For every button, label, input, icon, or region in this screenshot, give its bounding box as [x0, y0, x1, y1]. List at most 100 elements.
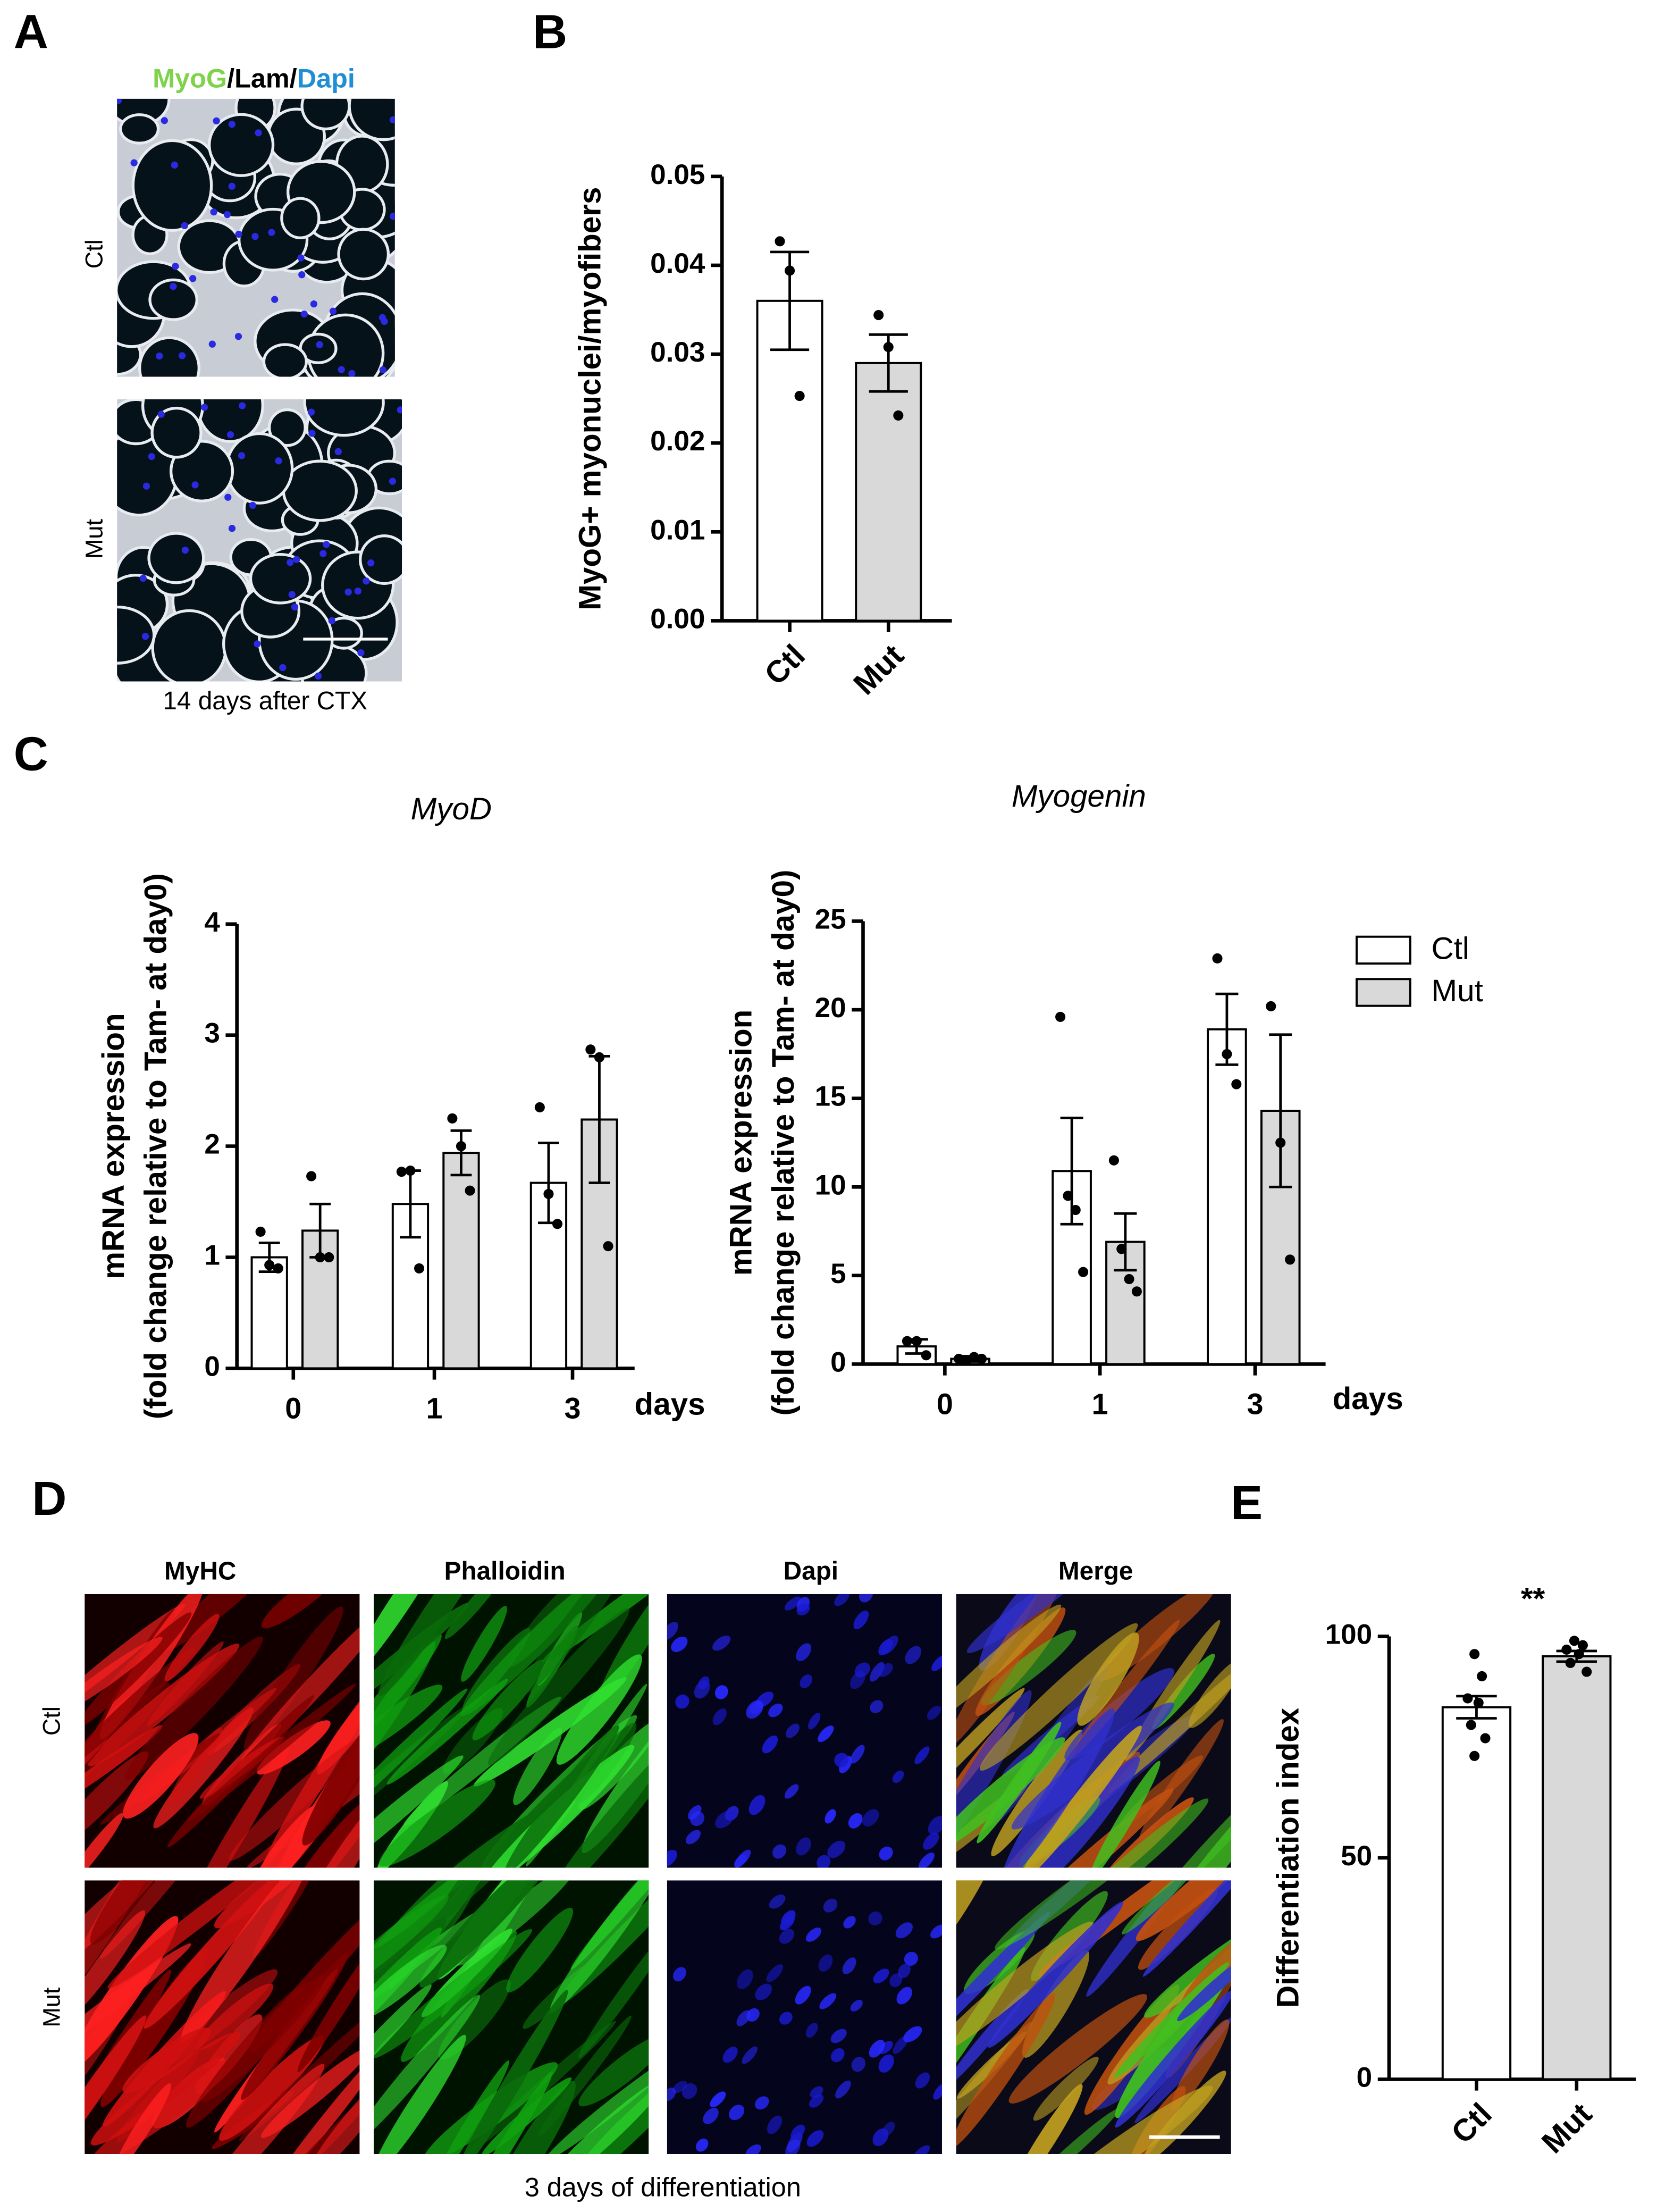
cell	[956, 1921, 1094, 2058]
micrograph	[373, 1594, 649, 1868]
cell	[373, 1945, 447, 2020]
cell	[772, 1844, 787, 1859]
y-tick-label: 50	[1341, 1840, 1372, 1872]
panel-label: E	[1231, 1476, 1263, 1530]
cell	[931, 1654, 943, 1671]
cell	[373, 1895, 449, 2000]
myofiber	[151, 609, 228, 682]
data-point	[873, 309, 884, 321]
data-point	[1063, 1191, 1073, 1201]
cell	[85, 1637, 163, 1717]
data-point	[1480, 1733, 1491, 1744]
cell	[419, 1880, 560, 1988]
data-point	[1055, 1011, 1066, 1022]
cell	[930, 1924, 943, 1939]
nucleus	[334, 448, 342, 456]
bar	[855, 362, 922, 622]
micrograph	[956, 1594, 1231, 1868]
cell	[187, 1683, 356, 1822]
cell	[1139, 1719, 1224, 1841]
cell	[219, 2035, 325, 2141]
cell	[927, 1705, 941, 1720]
nucleus	[310, 300, 318, 308]
y-tick-label: 0	[1357, 2062, 1373, 2093]
cell	[796, 1837, 811, 1856]
cell	[784, 1784, 799, 1799]
data-point	[1231, 1079, 1242, 1090]
data-point	[543, 1188, 554, 1199]
micrograph	[85, 1880, 360, 2155]
micrograph	[956, 1880, 1231, 2155]
nucleus	[316, 341, 323, 348]
cell	[452, 2071, 553, 2155]
y-tick-label: 0.05	[650, 159, 705, 190]
data-point	[552, 1219, 563, 1229]
cell	[748, 1795, 766, 1815]
nucleus	[224, 493, 232, 501]
cell	[261, 1594, 343, 1629]
cell	[785, 2139, 801, 2155]
error-bar	[1114, 1212, 1137, 1272]
cell	[806, 2130, 824, 2147]
nucleus	[228, 182, 235, 190]
nucleus	[156, 352, 163, 360]
nucleus	[329, 307, 337, 315]
cell	[790, 2124, 805, 2140]
x-tick-label: Mut	[847, 638, 910, 701]
cell	[454, 1990, 568, 2155]
nucleus	[378, 314, 386, 321]
cell	[513, 1728, 562, 1805]
cell	[1142, 1880, 1231, 1977]
column-label: Dapi	[784, 1557, 838, 1586]
cell	[746, 2008, 760, 2022]
y-axis-label: (fold change relative to Tam- at day0)	[766, 870, 801, 1416]
nucleus	[178, 352, 186, 359]
bar	[1542, 1655, 1612, 2081]
nucleus	[251, 232, 259, 240]
y-tick-label: 15	[815, 1081, 846, 1112]
cell	[819, 1993, 837, 2009]
cell	[805, 2023, 818, 2038]
cell	[1031, 1756, 1140, 1868]
cell	[241, 1953, 348, 2100]
cell	[869, 2040, 885, 2058]
nucleus	[130, 159, 138, 166]
cell	[695, 2138, 709, 2152]
micrograph-content	[117, 98, 395, 377]
data-point	[794, 391, 805, 401]
cell	[85, 1725, 163, 1811]
error-bar	[1060, 1116, 1083, 1226]
data-point	[1582, 1666, 1592, 1677]
cell	[1135, 1880, 1231, 1941]
cell	[305, 2066, 360, 2155]
cell	[685, 1830, 701, 1845]
cell	[914, 2145, 930, 2155]
cell	[544, 2050, 649, 2155]
y-tick-label: 0.00	[650, 603, 705, 634]
nucleus	[314, 672, 322, 680]
cell	[90, 1880, 175, 1945]
nucleus	[389, 116, 395, 123]
nucleus	[171, 161, 179, 169]
cell	[850, 1999, 863, 2012]
cell	[878, 2054, 894, 2073]
cell	[162, 1594, 287, 1651]
cell	[981, 1630, 1076, 1706]
cell	[147, 1641, 224, 1726]
data-point	[603, 1241, 613, 1252]
row-label: Mut	[80, 519, 107, 559]
cell	[264, 2042, 360, 2155]
data-point	[1070, 1205, 1081, 1216]
y-tick-label: 4	[204, 907, 220, 938]
cell	[1035, 2085, 1213, 2155]
cell	[872, 2128, 889, 2147]
cell	[1121, 1880, 1196, 1935]
cell	[302, 1707, 360, 1846]
nucleus	[297, 254, 305, 262]
cell	[827, 1840, 846, 1858]
cell	[870, 1662, 885, 1682]
nucleus	[307, 408, 315, 416]
x-tick-label: Mut	[1535, 2097, 1599, 2160]
myofiber	[150, 406, 203, 459]
cell	[85, 1604, 186, 1716]
